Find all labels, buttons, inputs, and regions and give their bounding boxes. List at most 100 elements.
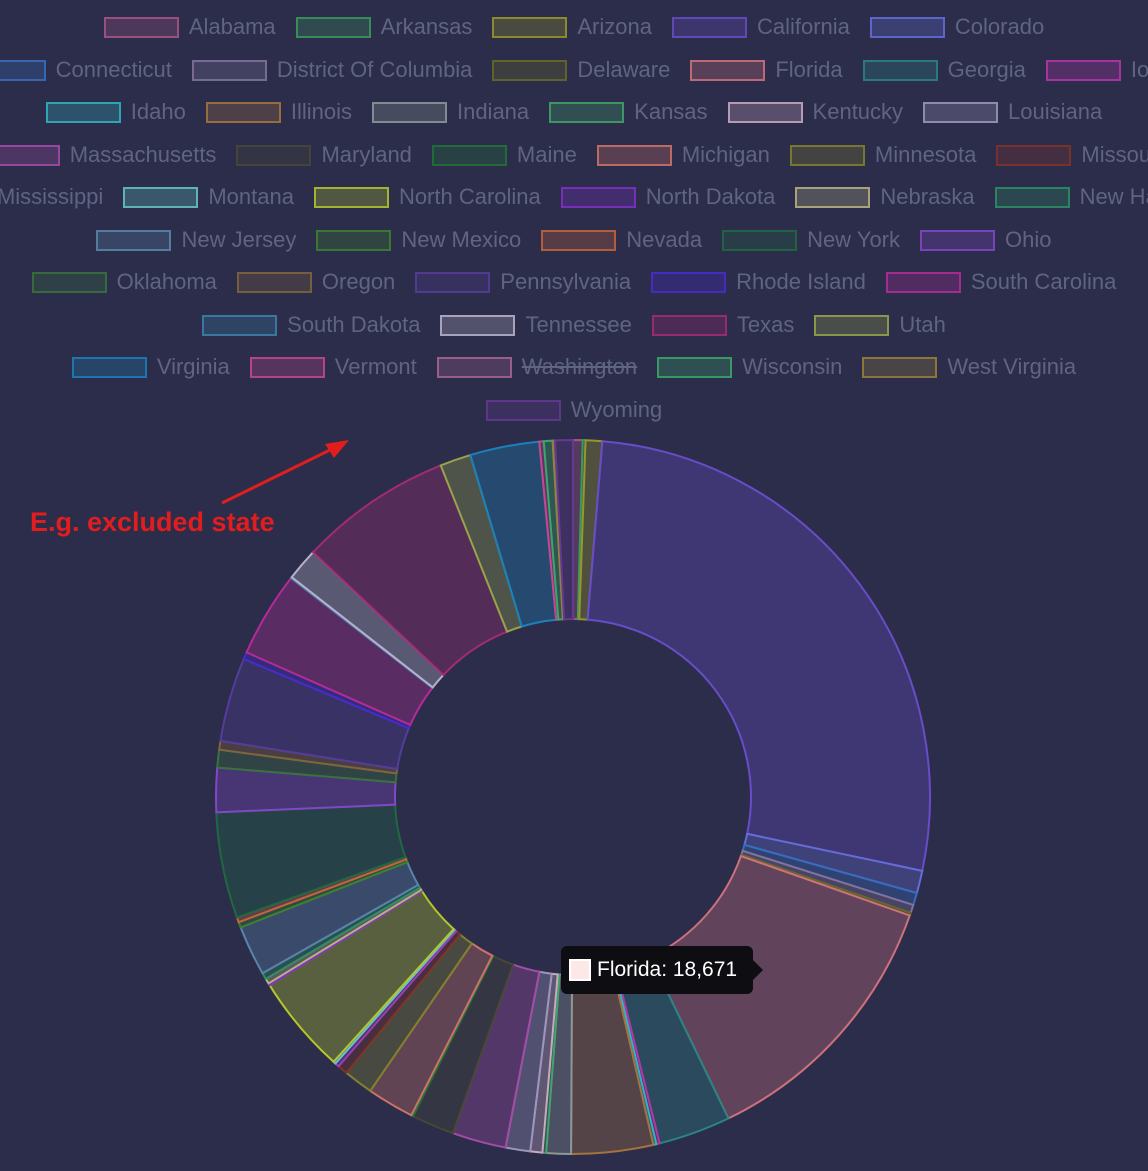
legend-swatch (492, 59, 568, 81)
legend-item-indiana[interactable]: Indiana (371, 99, 530, 125)
legend-item-new-york[interactable]: New York (722, 227, 900, 253)
legend-item-virginia[interactable]: Virginia (71, 354, 230, 380)
annotation-arrow-head (325, 440, 349, 458)
tooltip-pointer (753, 960, 764, 980)
legend-item-montana[interactable]: Montana (123, 184, 294, 210)
legend-item-wisconsin[interactable]: Wisconsin (657, 354, 842, 380)
legend-label: Missouri (1081, 142, 1148, 167)
legend-item-pennsylvania[interactable]: Pennsylvania (415, 269, 631, 295)
legend-label: Indiana (456, 99, 530, 124)
legend-item-south-carolina[interactable]: South Carolina (885, 269, 1117, 295)
legend-swatch (994, 186, 1070, 208)
legend-swatch (492, 16, 568, 38)
legend-item-west-virginia[interactable]: West Virginia (862, 354, 1076, 380)
legend-item-california[interactable]: California (671, 14, 850, 40)
legend-item-iowa[interactable]: Iowa (1045, 57, 1148, 83)
legend-label: New Hampshire (1079, 184, 1148, 209)
legend-item-arkansas[interactable]: Arkansas (295, 14, 472, 40)
legend-item-connecticut[interactable]: Connecticut (0, 57, 172, 83)
legend-label: Maine (516, 142, 577, 167)
legend-item-louisiana[interactable]: Louisiana (923, 99, 1102, 125)
legend-label: Massachusetts (69, 142, 217, 167)
legend-item-delaware[interactable]: Delaware (492, 57, 670, 83)
legend-row: Alabama Arkansas Arizona California Colorado (0, 12, 1148, 42)
legend-item-district-of-columbia[interactable]: District Of Columbia (191, 57, 472, 83)
legend-item-new-jersey[interactable]: New Jersey (96, 227, 296, 253)
legend-label: Colorado (954, 14, 1045, 39)
legend-label: Illinois (290, 99, 352, 124)
legend-swatch (440, 314, 516, 336)
legend-item-nevada[interactable]: Nevada (541, 227, 702, 253)
legend-item-texas[interactable]: Texas (651, 312, 794, 338)
legend-item-wyoming[interactable]: Wyoming (485, 397, 662, 423)
legend-label: Michigan (681, 142, 770, 167)
legend-label: Pennsylvania (500, 269, 632, 294)
legend-item-south-dakota[interactable]: South Dakota (202, 312, 420, 338)
legend-item-ohio[interactable]: Ohio (920, 227, 1052, 253)
legend-item-maine[interactable]: Maine (431, 142, 577, 168)
legend-item-washington[interactable]: Washington (436, 354, 637, 380)
legend-label: Kentucky (812, 99, 904, 124)
slice-wyoming[interactable] (554, 438, 574, 621)
legend-row: Connecticut District Of Columbia Delaware F… (0, 55, 1148, 85)
legend-item-arizona[interactable]: Arizona (492, 14, 652, 40)
legend-swatch (415, 271, 491, 293)
legend-label: Oregon (321, 269, 396, 294)
legend-swatch (651, 271, 727, 293)
legend-swatch (313, 186, 389, 208)
legend-item-new-hampshire[interactable]: New Hampshire (994, 184, 1148, 210)
legend-item-mississippi[interactable]: Mississippi (0, 184, 103, 210)
legend-item-oregon[interactable]: Oregon (236, 269, 396, 295)
legend-item-michigan[interactable]: Michigan (596, 142, 770, 168)
slice-california[interactable] (586, 440, 931, 873)
tooltip-label: Florida: 18,671 (597, 958, 738, 981)
legend-item-maryland[interactable]: Maryland (236, 142, 412, 168)
legend-label: Oklahoma (116, 269, 217, 294)
legend-item-alabama[interactable]: Alabama (103, 14, 276, 40)
legend-item-nebraska[interactable]: Nebraska (795, 184, 975, 210)
legend-swatch (103, 16, 179, 38)
slice-florida[interactable] (649, 854, 912, 1120)
legend-label: Montana (208, 184, 294, 209)
legend-label: Alabama (188, 14, 276, 39)
legend-row: South Dakota Tennessee Texas Utah (0, 310, 1148, 340)
legend-swatch (789, 144, 865, 166)
legend-item-tennessee[interactable]: Tennessee (440, 312, 632, 338)
legend-item-missouri[interactable]: Missouri (996, 142, 1148, 168)
legend-swatch (96, 229, 172, 251)
legend-item-vermont[interactable]: Vermont (249, 354, 417, 380)
legend-item-north-carolina[interactable]: North Carolina (313, 184, 541, 210)
legend-swatch (549, 101, 625, 123)
legend-item-new-mexico[interactable]: New Mexico (316, 227, 521, 253)
legend-item-massachusetts[interactable]: Massachusetts (0, 142, 216, 168)
tooltip-color-swatch (569, 959, 591, 981)
legend-item-idaho[interactable]: Idaho (45, 99, 186, 125)
legend-item-utah[interactable]: Utah (814, 312, 946, 338)
legend-label: Wisconsin (742, 354, 843, 379)
legend-swatch (485, 399, 561, 421)
legend-label: Mississippi (0, 184, 104, 209)
legend-swatch (436, 356, 512, 378)
legend-item-kentucky[interactable]: Kentucky (727, 99, 904, 125)
legend-item-florida[interactable]: Florida (690, 57, 843, 83)
legend-item-kansas[interactable]: Kansas (549, 99, 708, 125)
legend-label: Idaho (130, 99, 186, 124)
legend-label: Tennessee (525, 312, 632, 337)
legend-item-oklahoma[interactable]: Oklahoma (31, 269, 217, 295)
legend-swatch (869, 16, 945, 38)
legend-item-colorado[interactable]: Colorado (869, 14, 1045, 40)
legend-item-georgia[interactable]: Georgia (862, 57, 1026, 83)
legend-item-illinois[interactable]: Illinois (205, 99, 352, 125)
legend-label: Iowa (1130, 57, 1148, 82)
legend-swatch (45, 101, 121, 123)
legend-swatch (657, 356, 733, 378)
legend-label: North Dakota (645, 184, 776, 209)
legend-swatch (316, 229, 392, 251)
legend-label: South Carolina (970, 269, 1117, 294)
legend-label: Florida (775, 57, 843, 82)
legend-item-rhode-island[interactable]: Rhode Island (651, 269, 866, 295)
legend-swatch (123, 186, 199, 208)
legend-item-minnesota[interactable]: Minnesota (789, 142, 976, 168)
legend-item-north-dakota[interactable]: North Dakota (560, 184, 776, 210)
